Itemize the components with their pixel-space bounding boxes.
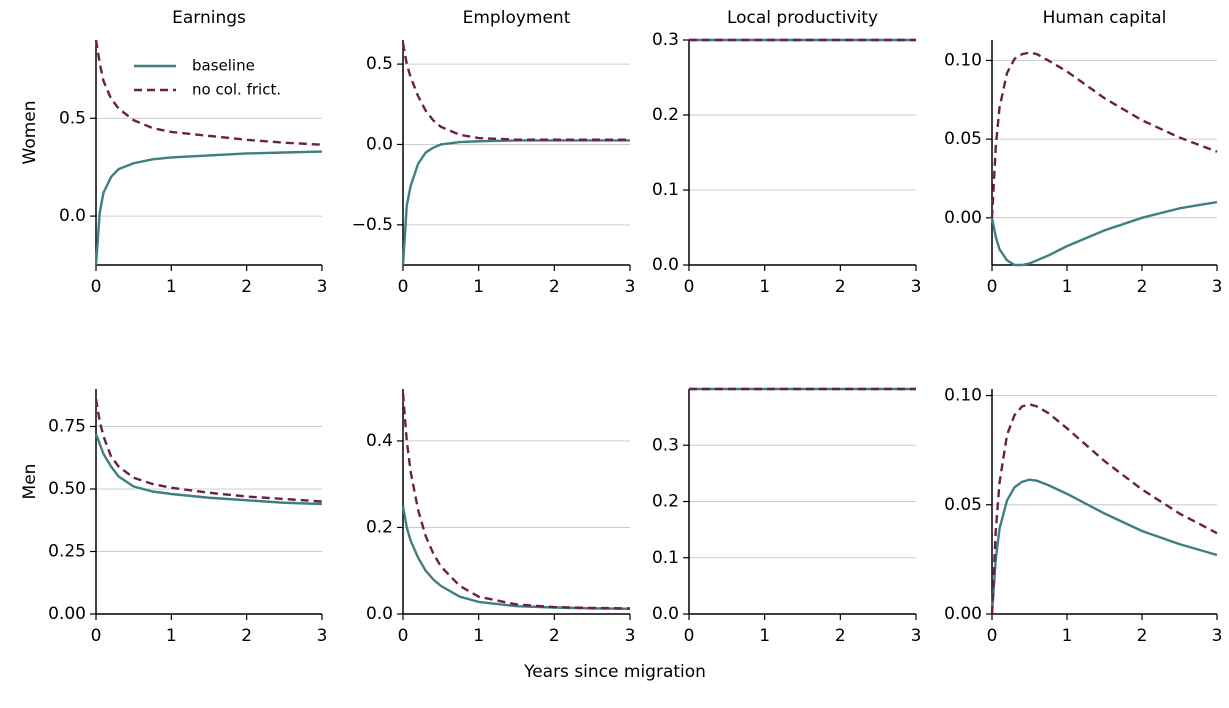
y-tick-label: 0.0 [652, 604, 679, 624]
panel-7: 0 1 2 3 0.0 0.1 0.2 0.3 [652, 387, 922, 646]
y-tick-label: 0.05 [944, 129, 982, 149]
y-tick-label: 0.00 [48, 604, 86, 624]
series-line-no-col-frict [401, 42, 630, 141]
y-tick-label: 0.4 [366, 431, 393, 451]
series-line-baseline [401, 505, 631, 611]
x-tick-label: 2 [241, 626, 252, 646]
x-tick-label: 3 [317, 277, 328, 297]
y-tick-label: 0.5 [59, 108, 86, 128]
y-tick-label: 0.50 [48, 479, 86, 499]
y-tick-label: 0.10 [944, 50, 982, 70]
row-label: Women [20, 100, 40, 164]
x-tick-label: 0 [684, 277, 695, 297]
y-tick-label: 0.3 [652, 435, 679, 455]
series-line-no-col-frict [990, 51, 1218, 218]
x-tick-label: 3 [1212, 626, 1223, 646]
series-line-baseline [94, 150, 323, 266]
x-tick-label: 2 [835, 626, 846, 646]
row-label: Men [20, 464, 40, 500]
x-tick-label: 2 [549, 626, 560, 646]
x-tick-label: 3 [317, 626, 328, 646]
y-tick-label: 0.05 [944, 495, 982, 515]
panels: 0 1 2 3 0.0 0.5 Earnings Women 0 1 2 3 −0.5 0.0 0.5 Emp… [20, 8, 1222, 646]
y-tick-label: 0.2 [366, 517, 393, 537]
legend-label: baseline [192, 57, 255, 75]
x-tick-label: 2 [241, 277, 252, 297]
x-tick-label: 0 [398, 277, 409, 297]
column-title: Local productivity [727, 8, 878, 28]
x-tick-label: 1 [166, 277, 177, 297]
y-tick-label: 0.1 [652, 180, 679, 200]
series-line-no-col-frict [990, 403, 1218, 615]
y-tick-label: 0.0 [366, 134, 393, 154]
y-tick-label: 0.0 [59, 206, 86, 226]
x-tick-label: 1 [759, 277, 770, 297]
column-title: Earnings [172, 8, 246, 28]
x-tick-label: 0 [987, 626, 998, 646]
x-tick-label: 3 [1212, 277, 1223, 297]
y-tick-label: 0.0 [652, 255, 679, 275]
x-tick-label: 1 [166, 626, 177, 646]
series-line-no-col-frict [401, 393, 631, 610]
column-title: Human capital [1043, 8, 1167, 28]
series-line-baseline [401, 139, 630, 266]
y-tick-label: 0.75 [48, 417, 86, 437]
x-tick-label: 1 [473, 626, 484, 646]
x-tick-label: 2 [1137, 626, 1148, 646]
panel-8: 0 1 2 3 0.00 0.05 0.10 [944, 386, 1222, 646]
y-tick-label: 0.00 [944, 208, 982, 228]
y-tick-label: 0.5 [366, 54, 393, 74]
panel-1: 0 1 2 3 0.0 0.5 Earnings Women [20, 8, 327, 297]
x-tick-label: 1 [1062, 626, 1073, 646]
y-tick-label: 0.1 [652, 548, 679, 568]
y-tick-label: −0.5 [352, 215, 393, 235]
x-tick-label: 1 [759, 626, 770, 646]
x-tick-label: 3 [911, 277, 922, 297]
column-title: Employment [463, 8, 571, 28]
x-tick-label: 0 [91, 626, 102, 646]
y-tick-label: 0.3 [652, 30, 679, 50]
x-axis-label: Years since migration [523, 662, 706, 682]
x-tick-label: 3 [625, 277, 636, 297]
x-tick-label: 2 [549, 277, 560, 297]
panel-6: 0 1 2 3 0.0 0.2 0.4 [366, 389, 635, 646]
y-tick-label: 0.2 [652, 105, 679, 125]
y-tick-label: 0.00 [944, 604, 982, 624]
y-tick-label: 0.10 [944, 386, 982, 406]
x-tick-label: 2 [835, 277, 846, 297]
panel-5: 0 1 2 3 0.00 0.25 0.50 0.75 Men [20, 389, 327, 646]
y-tick-label: 0.25 [48, 542, 86, 562]
x-tick-label: 0 [398, 626, 409, 646]
panel-3: 0 1 2 3 0.0 0.1 0.2 0.3 Local productivity [652, 8, 921, 297]
x-tick-label: 0 [987, 277, 998, 297]
series-line-no-col-frict [94, 398, 323, 503]
legend-label: no col. frict. [192, 81, 281, 99]
x-tick-label: 1 [473, 277, 484, 297]
y-tick-label: 0.0 [366, 604, 393, 624]
panel-4: 0 1 2 3 0.00 0.05 0.10 Human capital [944, 8, 1222, 297]
legend: baseline no col. frict. [134, 57, 281, 99]
x-tick-label: 3 [625, 626, 636, 646]
x-tick-label: 3 [911, 626, 922, 646]
series-line-no-col-frict [94, 39, 323, 146]
series-line-baseline [94, 433, 323, 506]
x-tick-label: 1 [1062, 277, 1073, 297]
series-line-baseline [990, 200, 1218, 267]
x-tick-label: 0 [91, 277, 102, 297]
series-line-baseline [990, 478, 1218, 615]
panel-2: 0 1 2 3 −0.5 0.0 0.5 Employment [352, 8, 636, 297]
x-tick-label: 2 [1137, 277, 1148, 297]
y-tick-label: 0.2 [652, 492, 679, 512]
x-tick-label: 0 [684, 626, 695, 646]
